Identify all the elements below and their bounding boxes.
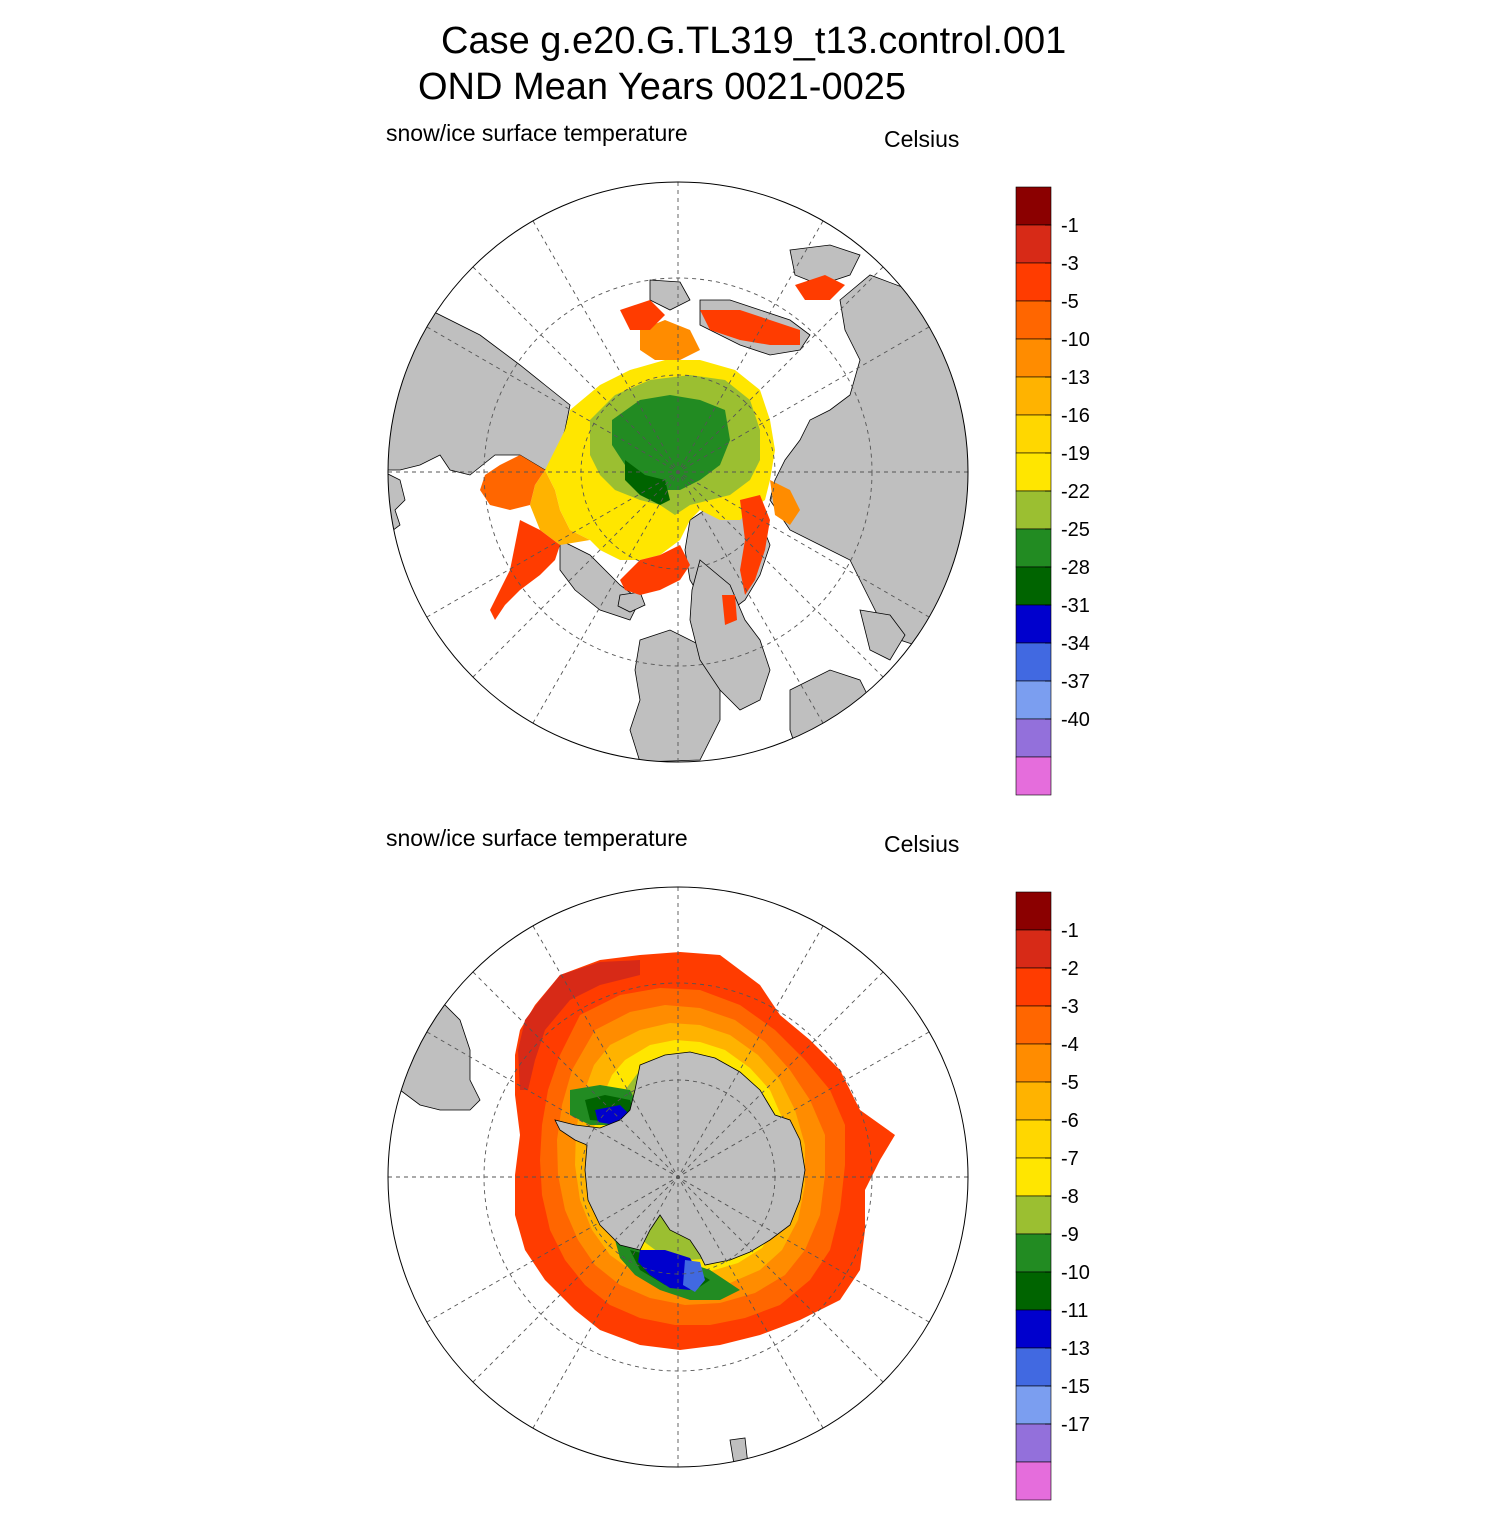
north-colorbar-box xyxy=(1015,338,1052,378)
north-colorbar-tick-label: -3 xyxy=(1061,253,1079,275)
south-variable-label: snow/ice surface temperature xyxy=(386,825,688,851)
antarctica-land xyxy=(554,1051,806,1266)
north-colorbar-box xyxy=(1015,414,1052,454)
north-colorbar-box xyxy=(1015,680,1052,720)
island-land xyxy=(729,1437,749,1467)
south-colorbar-tick-label: -11 xyxy=(1061,1300,1088,1322)
south-colorbar-tick-label: -6 xyxy=(1061,1110,1079,1132)
south-colorbar-box xyxy=(1015,1081,1052,1121)
south-colorbar-tick-label: -13 xyxy=(1061,1338,1090,1360)
south-colorbar-box xyxy=(1015,967,1052,1007)
north-colorbar-box xyxy=(1015,300,1052,340)
south-colorbar-box xyxy=(1015,1385,1052,1425)
north-graticule xyxy=(388,182,968,762)
south-colorbar-tick-label: -2 xyxy=(1061,958,1079,980)
south-colorbar-tick-label: -5 xyxy=(1061,1072,1079,1094)
north-units-label: Celsius xyxy=(884,126,960,152)
north-colorbar-box xyxy=(1015,224,1052,264)
north-colorbar-tick-label: -31 xyxy=(1061,595,1090,617)
north-sea-ice xyxy=(480,275,845,625)
north-map-border xyxy=(387,181,969,763)
south-graticule xyxy=(388,887,968,1467)
north-colorbar-tick-label: -28 xyxy=(1061,557,1090,579)
south-colorbar-box xyxy=(1015,1347,1052,1387)
south-colorbar-tick-label: -9 xyxy=(1061,1224,1079,1246)
north-colorbar-tick-label: -16 xyxy=(1061,405,1090,427)
north-colorbar-tick-label: -37 xyxy=(1061,671,1090,693)
north-colorbar-tick-label: -22 xyxy=(1061,481,1090,503)
north-colorbar-tick-label: -25 xyxy=(1061,519,1090,541)
south-colorbar-tick-label: -17 xyxy=(1061,1414,1090,1436)
south-polar-map-panel: -1 -2 -3 -4 -5 -6 -7 -8 -9 -10 -11 -13 -15 -17 xyxy=(387,886,1090,1501)
north-colorbar-tick-label: -5 xyxy=(1061,291,1079,313)
north-colorbar-box xyxy=(1015,718,1052,758)
north-variable-label: snow/ice surface temperature xyxy=(386,120,688,146)
south-colorbar-box xyxy=(1015,1271,1052,1311)
south-colorbar: -1 -2 -3 -4 -5 -6 -7 -8 -9 -10 -11 -13 -15 -17 xyxy=(1015,891,1090,1501)
south-colorbar-box xyxy=(1015,1309,1052,1349)
figure-title-line2: OND Mean Years 0021-0025 xyxy=(418,66,906,108)
north-colorbar-tick-label: -34 xyxy=(1061,633,1090,655)
south-colorbar-box xyxy=(1015,1233,1052,1273)
north-colorbar-box xyxy=(1015,452,1052,492)
south-colorbar-box xyxy=(1015,1423,1052,1463)
south-colorbar-box xyxy=(1015,1195,1052,1235)
north-colorbar-tick-label: -13 xyxy=(1061,367,1090,389)
south-colorbar-box xyxy=(1015,1119,1052,1159)
north-colorbar-tick-label: -1 xyxy=(1061,215,1079,237)
south-map-border xyxy=(387,886,969,1468)
south-units-label: Celsius xyxy=(884,831,960,857)
north-colorbar-box xyxy=(1015,376,1052,416)
north-map-content xyxy=(388,182,968,762)
north-colorbar-box xyxy=(1015,490,1052,530)
south-colorbar-tick-label: -4 xyxy=(1061,1034,1079,1056)
north-colorbar: -1 -3 -5 -10 -13 -16 -19 -22 -25 -28 -31 -34 -37 -40 xyxy=(1015,186,1090,796)
north-colorbar-box xyxy=(1015,262,1052,302)
north-colorbar-tick-label: -19 xyxy=(1061,443,1090,465)
south-colorbar-tick-label: -8 xyxy=(1061,1186,1079,1208)
north-colorbar-box xyxy=(1015,642,1052,682)
south-colorbar-tick-label: -15 xyxy=(1061,1376,1090,1398)
north-colorbar-box xyxy=(1015,756,1052,796)
south-colorbar-tick-label: -3 xyxy=(1061,996,1079,1018)
north-colorbar-box xyxy=(1015,528,1052,568)
south-colorbar-tick-label: -1 xyxy=(1061,920,1079,942)
north-colorbar-box xyxy=(1015,186,1052,226)
north-colorbar-box xyxy=(1015,604,1052,644)
south-colorbar-box xyxy=(1015,1461,1052,1501)
north-polar-map-panel: -1 -3 -5 -10 -13 -16 -19 -22 -25 -28 -31 -34 -37 -40 xyxy=(387,181,1090,796)
north-colorbar-tick-label: -40 xyxy=(1061,709,1090,731)
south-colorbar-tick-label: -10 xyxy=(1061,1262,1090,1284)
south-map-content xyxy=(388,887,968,1467)
south-colorbar-box xyxy=(1015,1005,1052,1045)
south-colorbar-box xyxy=(1015,1043,1052,1083)
north-colorbar-tick-label: -10 xyxy=(1061,329,1090,351)
south-colorbar-tick-label: -7 xyxy=(1061,1148,1079,1170)
figure-title-line1: Case g.e20.G.TL319_t13.control.001 xyxy=(441,20,1067,62)
north-colorbar-box xyxy=(1015,566,1052,606)
south-colorbar-box xyxy=(1015,891,1052,931)
south-colorbar-box xyxy=(1015,1157,1052,1197)
south-colorbar-box xyxy=(1015,929,1052,969)
